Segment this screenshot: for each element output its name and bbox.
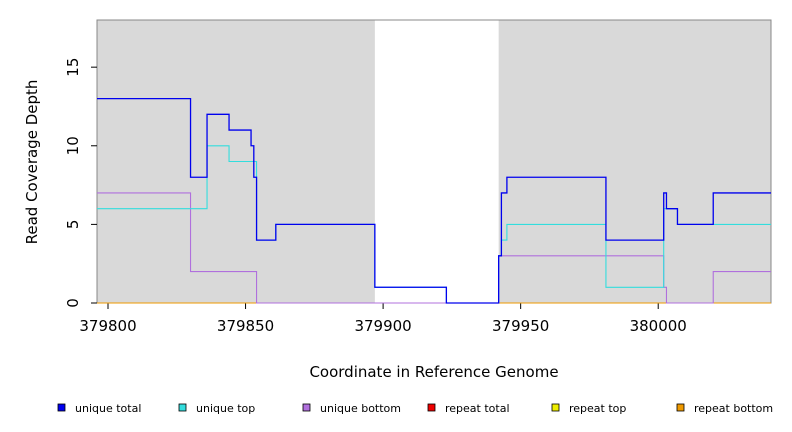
shaded-region-2 [498,20,771,303]
series-lines [97,97,771,304]
legend-swatch-unique-bottom [302,403,311,412]
y-tick-label: 10 [64,136,82,155]
y-tick-label: 0 [64,298,82,308]
series-line-unique-bottom [97,192,771,304]
y-tick-label: 15 [64,58,82,77]
legend-swatch-unique-top [178,403,187,412]
legend-swatch-unique-total [57,403,66,412]
series-line-unique-total [97,97,771,304]
shaded-regions [97,20,771,303]
y-axis-title: Read Coverage Depth [23,80,41,245]
legend-label-unique-top: unique top [196,402,255,415]
x-tick-label: 379800 [79,317,136,335]
legend-label-unique-total: unique total [75,402,141,415]
x-tick-label: 379850 [217,317,274,335]
legend-swatch-repeat-bottom [676,403,685,412]
x-tick-label: 379900 [354,317,411,335]
legend-label-unique-bottom: unique bottom [320,402,401,415]
legend-label-repeat-total: repeat total [445,402,510,415]
legend-label-repeat-top: repeat top [569,402,626,415]
x-axis-title: Coordinate in Reference Genome [309,363,558,381]
legend-swatch-repeat-top [551,403,560,412]
legend-swatch-repeat-total [427,403,436,412]
x-tick-label: 380000 [630,317,687,335]
legend-label-repeat-bottom: repeat bottom [694,402,773,415]
y-tick-label: 5 [64,220,82,230]
legend: unique total unique top unique bottom repea… [57,402,773,415]
x-tick-label: 379950 [492,317,549,335]
axis-ticks: 379800 379850 379900 379950 380000 0 5 10 15 [64,58,687,335]
